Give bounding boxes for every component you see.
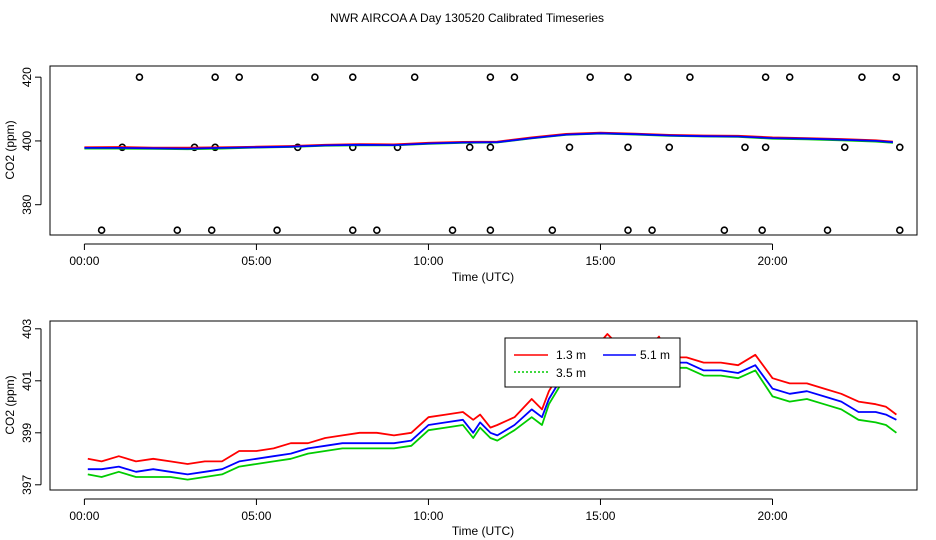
- legend-label-5-1m: 5.1 m: [640, 348, 670, 362]
- calibration-point-upper: [624, 73, 632, 81]
- calibration-point-upper: [510, 73, 519, 81]
- calibration-point-upper: [586, 73, 594, 81]
- legend: 1.3 m 5.1 m 3.5 m: [504, 337, 681, 388]
- bottom-plot-frame: [49, 320, 918, 491]
- bottom-x-axis-label: Time (UTC): [452, 524, 514, 538]
- bottom-series-1-3-m: [87, 333, 897, 465]
- bottom-y-tick-label: 397: [20, 474, 34, 494]
- calibration-point-upper: [785, 73, 794, 81]
- calibration-point-upper: [211, 73, 219, 81]
- bottom-y-tick-label: 403: [20, 318, 34, 338]
- calibration-point-middle: [624, 143, 632, 152]
- top-x-tick-label: 15:00: [585, 254, 615, 268]
- top-x-tick-label: 10:00: [413, 254, 443, 268]
- top-x-axis: 00:00 05:00 10:00 15:00 20:00: [69, 243, 788, 268]
- top-y-axis: 380 400 420: [20, 67, 42, 215]
- top-y-tick-label: 380: [20, 194, 34, 214]
- calibration-point-middle: [741, 143, 749, 152]
- legend-label-1-3m: 1.3 m: [556, 348, 586, 362]
- calibration-point-middle: [665, 143, 674, 152]
- calibration-point-middle: [840, 143, 849, 152]
- calibration-point-middle: [761, 143, 770, 152]
- calibration-point-lower: [373, 226, 381, 235]
- bottom-y-tick-label: 399: [20, 422, 34, 442]
- calibration-point-lower: [173, 226, 182, 235]
- calibration-point-lower: [448, 226, 457, 235]
- top-series: [84, 131, 893, 151]
- bottom-x-tick-label: 05:00: [241, 509, 271, 523]
- bottom-y-axis: 397 399 401 403: [20, 318, 42, 495]
- calibration-point-upper: [892, 73, 901, 81]
- calibration-point-lower: [548, 226, 557, 235]
- calibration-point-lower: [648, 226, 656, 235]
- calibration-point-lower: [720, 226, 729, 235]
- calibration-point-lower: [758, 226, 766, 235]
- top-y-tick-label: 420: [20, 67, 34, 87]
- bottom-x-tick-label: 10:00: [413, 509, 443, 523]
- bottom-series: [87, 333, 897, 481]
- top-x-tick-label: 00:00: [69, 254, 99, 268]
- calibration-point-middle: [895, 143, 904, 152]
- calibration-point-lower: [486, 226, 495, 235]
- calibration-point-lower: [624, 226, 632, 235]
- calibration-point-lower: [895, 226, 904, 235]
- calibration-point-upper: [311, 73, 319, 81]
- bottom-panel: 00:00 05:00 10:00 15:00 20:00 397 399 401 403 T…: [3, 318, 918, 538]
- bottom-y-axis-label: CO2 (ppm): [3, 375, 17, 434]
- calibration-point-lower: [348, 226, 357, 235]
- calibration-point-middle: [565, 143, 574, 152]
- bottom-x-axis: 00:00 05:00 10:00 15:00 20:00: [69, 498, 788, 523]
- bottom-y-tick-label: 401: [20, 370, 34, 390]
- bottom-x-tick-label: 00:00: [69, 509, 99, 523]
- calibration-point-upper: [348, 73, 357, 81]
- bottom-x-tick-label: 20:00: [757, 509, 787, 523]
- top-panel: 00:00 05:00 10:00 15:00 20:00 380 400 420 Time…: [3, 65, 918, 284]
- calibration-point-middle: [486, 143, 495, 152]
- calibration-point-middle: [465, 143, 474, 152]
- top-calibration-points: [97, 73, 904, 235]
- top-x-axis-label: Time (UTC): [452, 270, 514, 284]
- calibration-point-upper: [486, 73, 495, 81]
- calibration-point-upper: [135, 73, 144, 81]
- calibration-point-lower: [823, 226, 832, 235]
- calibration-point-upper: [761, 73, 770, 81]
- calibration-point-lower: [207, 226, 216, 235]
- calibration-point-lower: [273, 226, 281, 235]
- legend-box: [504, 337, 681, 388]
- top-series-5-1-m: [84, 132, 893, 150]
- calibration-point-upper: [858, 73, 866, 81]
- calibration-point-lower: [97, 226, 106, 235]
- top-plot-frame: [49, 65, 918, 236]
- top-y-tick-label: 400: [20, 131, 34, 151]
- bottom-series-5-1-m: [87, 346, 897, 476]
- calibration-point-upper: [235, 73, 244, 81]
- bottom-series-3-5-m: [87, 348, 897, 481]
- bottom-x-tick-label: 15:00: [585, 509, 615, 523]
- figure-title: NWR AIRCOA A Day 130520 Calibrated Times…: [330, 11, 604, 25]
- top-x-tick-label: 05:00: [241, 254, 271, 268]
- legend-label-3-5m: 3.5 m: [556, 366, 586, 380]
- calibration-point-upper: [410, 73, 419, 81]
- top-x-tick-label: 20:00: [757, 254, 787, 268]
- top-y-axis-label: CO2 (ppm): [3, 120, 17, 179]
- calibration-point-upper: [686, 73, 694, 81]
